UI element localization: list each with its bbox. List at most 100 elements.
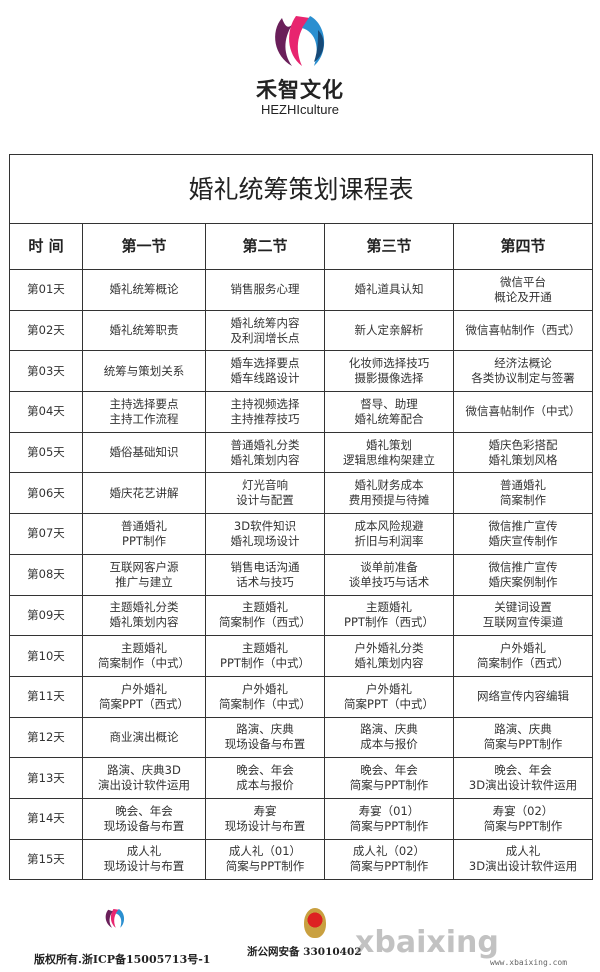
session-cell: 寿宴（02） 简案与PPT制作: [453, 797, 593, 840]
day-cell: 第08天: [9, 553, 83, 596]
session-cell: 主题婚礼 PPT制作（西式）: [324, 594, 454, 637]
session-cell: 晚会、年会 现场设备与布置: [82, 797, 206, 840]
table-row: 第04天 主持选择要点 主持工作流程 主持视频选择 主持推荐技巧 督导、助理 婚礼统筹…: [9, 391, 593, 433]
session-cell: 成人礼 现场设计与布置: [82, 838, 206, 881]
session-cell: 主持选择要点 主持工作流程: [82, 391, 206, 433]
session-cell: 寿宴（01） 简案与PPT制作: [324, 797, 454, 840]
session-cell: 普通婚礼 简案制作: [453, 472, 593, 515]
session-cell: 成本风险规避 折旧与利润率: [324, 513, 454, 555]
table-row: 第10天 主题婚礼 简案制作（中式） 主题婚礼 PPT制作（中式） 户外婚礼分类 婚礼…: [9, 635, 593, 677]
session-cell: 主题婚礼 简案制作（中式）: [82, 635, 206, 677]
day-cell: 第03天: [9, 350, 83, 393]
column-header: 第二节: [205, 223, 325, 270]
session-cell: 晚会、年会 简案与PPT制作: [324, 757, 454, 799]
session-cell: 成人礼（02） 简案与PPT制作: [324, 838, 454, 881]
day-cell: 第06天: [9, 472, 83, 515]
session-cell: 户外婚礼 简案PPT（中式）: [324, 675, 454, 718]
session-cell: 微信喜帖制作（中式）: [453, 391, 593, 433]
footer-logo-icon: [105, 909, 125, 928]
session-cell: 婚礼统筹概论: [82, 269, 206, 311]
brand-logo-icon: [275, 16, 325, 66]
table-title: 婚礼统筹策划课程表: [9, 154, 593, 224]
session-cell: 婚礼统筹内容 及利润增长点: [205, 309, 325, 352]
table-row: 第11天 户外婚礼 简案PPT（西式） 户外婚礼 简案制作（中式） 户外婚礼 简案PP…: [9, 675, 593, 718]
session-cell: 新人定亲解析: [324, 309, 454, 352]
session-cell: 婚俗基础知识: [82, 431, 206, 474]
brand-name-cn: 禾智文化: [256, 78, 344, 102]
session-cell: 婚礼统筹职责: [82, 309, 206, 352]
session-cell: 路演、庆典3D 演出设计软件运用: [82, 757, 206, 799]
header-row: 时 间第一节 第二节 第三节 第四节: [9, 223, 593, 270]
table-row: 第08天 互联网客户源 推广与建立 销售电话沟通 话术与技巧 谈单前准备 谈单技巧与话…: [9, 553, 593, 596]
watermark: xbaixing: [355, 925, 499, 960]
session-cell: 主持视频选择 主持推荐技巧: [205, 391, 325, 433]
session-cell: 谈单前准备 谈单技巧与话术: [324, 553, 454, 596]
session-cell: 成人礼（01） 简案与PPT制作: [205, 838, 325, 881]
session-cell: 主题婚礼 PPT制作（中式）: [205, 635, 325, 677]
table-row: 第07天 普通婚礼 PPT制作 3D软件知识 婚礼现场设计 成本风险规避 折旧与利润率…: [9, 513, 593, 555]
session-cell: 关键词设置 互联网宣传渠道: [453, 594, 593, 637]
day-cell: 第04天: [9, 391, 83, 433]
brand-name-en: HEZHIculture: [260, 102, 340, 117]
day-cell: 第02天: [9, 309, 83, 352]
day-cell: 第15天: [9, 838, 83, 881]
session-cell: 商业演出概论: [82, 716, 206, 759]
session-cell: 普通婚礼分类 婚礼策划内容: [205, 431, 325, 474]
session-cell: 婚礼策划 逻辑思维构架建立: [324, 431, 454, 474]
session-cell: 互联网客户源 推广与建立: [82, 553, 206, 596]
table-row: 第06天 婚庆花艺讲解 灯光音响 设计与配置 婚礼财务成本 费用预提与待摊 普通婚礼 简…: [9, 472, 593, 515]
session-cell: 普通婚礼 PPT制作: [82, 513, 206, 555]
session-cell: 化妆师选择技巧 摄影摄像选择: [324, 350, 454, 393]
footer-logo: [100, 906, 130, 934]
brand-logo: 禾智文化 HEZHIculture: [250, 8, 350, 117]
session-cell: 路演、庆典 成本与报价: [324, 716, 454, 759]
session-cell: 主题婚礼分类 婚礼策划内容: [82, 594, 206, 637]
session-cell: 晚会、年会 3D演出设计软件运用: [453, 757, 593, 799]
table-row: 第02天 婚礼统筹职责 婚礼统筹内容 及利润增长点 新人定亲解析 微信喜帖制作（西式）: [9, 309, 593, 352]
session-cell: 3D软件知识 婚礼现场设计: [205, 513, 325, 555]
session-cell: 户外婚礼 简案制作（西式）: [453, 635, 593, 677]
course-schedule-table: 婚礼统筹策划课程表 时 间第一节 第二节 第三节 第四节 第01天 婚礼统筹概论 销售服务…: [9, 154, 593, 881]
session-cell: 寿宴 现场设计与布置: [205, 797, 325, 840]
police-record-text[interactable]: 浙公网安备 33010402: [247, 946, 362, 958]
session-cell: 晚会、年会 成本与报价: [205, 757, 325, 799]
session-cell: 户外婚礼 简案制作（中式）: [205, 675, 325, 718]
session-cell: 网络宣传内容编辑: [453, 675, 593, 718]
table-row: 第01天 婚礼统筹概论 销售服务心理 婚礼道具认知 微信平台 概论及开通: [9, 269, 593, 311]
day-cell: 第10天: [9, 635, 83, 677]
day-cell: 第01天: [9, 269, 83, 311]
session-cell: 路演、庆典 简案与PPT制作: [453, 716, 593, 759]
table-row: 第14天 晚会、年会 现场设备与布置 寿宴 现场设计与布置 寿宴（01） 简案与PPT…: [9, 797, 593, 840]
session-cell: 婚庆色彩搭配 婚礼策划风格: [453, 431, 593, 474]
session-cell: 微信喜帖制作（西式）: [453, 309, 593, 352]
column-header: 第三节: [324, 223, 454, 270]
session-cell: 路演、庆典 现场设备与布置: [205, 716, 325, 759]
day-cell: 第12天: [9, 716, 83, 759]
day-cell: 第09天: [9, 594, 83, 637]
table-row: 第05天 婚俗基础知识 普通婚礼分类 婚礼策划内容 婚礼策划 逻辑思维构架建立 婚庆色彩…: [9, 431, 593, 474]
column-header: 第一节: [82, 223, 206, 270]
session-cell: 微信推广宣传 婚庆案例制作: [453, 553, 593, 596]
table-row: 第09天 主题婚礼分类 婚礼策划内容 主题婚礼 简案制作（西式） 主题婚礼 PPT制作…: [9, 594, 593, 637]
table-row: 第03天 统筹与策划关系 婚车选择要点 婚车线路设计 化妆师选择技巧 摄影摄像选择 经济…: [9, 350, 593, 393]
day-cell: 第13天: [9, 757, 83, 799]
session-cell: 统筹与策划关系: [82, 350, 206, 393]
session-cell: 婚礼财务成本 费用预提与待摊: [324, 472, 454, 515]
session-cell: 户外婚礼分类 婚礼策划内容: [324, 635, 454, 677]
session-cell: 成人礼 3D演出设计软件运用: [453, 838, 593, 881]
day-cell: 第05天: [9, 431, 83, 474]
session-cell: 经济法概论 各类协议制定与签署: [453, 350, 593, 393]
session-cell: 主题婚礼 简案制作（西式）: [205, 594, 325, 637]
session-cell: 销售服务心理: [205, 269, 325, 311]
copyright-text: 版权所有.浙ICP备15005713号-1: [34, 953, 211, 966]
session-cell: 户外婚礼 简案PPT（西式）: [82, 675, 206, 718]
session-cell: 婚庆花艺讲解: [82, 472, 206, 515]
session-cell: 微信平台 概论及开通: [453, 269, 593, 311]
table-row: 第12天 商业演出概论 路演、庆典 现场设备与布置 路演、庆典 成本与报价 路演、庆典 …: [9, 716, 593, 759]
watermark-url: www.xbaixing.com: [490, 958, 568, 967]
day-cell: 第14天: [9, 797, 83, 840]
day-cell: 第11天: [9, 675, 83, 718]
session-cell: 微信推广宣传 婚庆宣传制作: [453, 513, 593, 555]
table-row: 第15天 成人礼 现场设计与布置 成人礼（01） 简案与PPT制作 成人礼（02） 简…: [9, 838, 593, 881]
table-row: 第13天 路演、庆典3D 演出设计软件运用 晚会、年会 成本与报价 晚会、年会 简案与…: [9, 757, 593, 799]
